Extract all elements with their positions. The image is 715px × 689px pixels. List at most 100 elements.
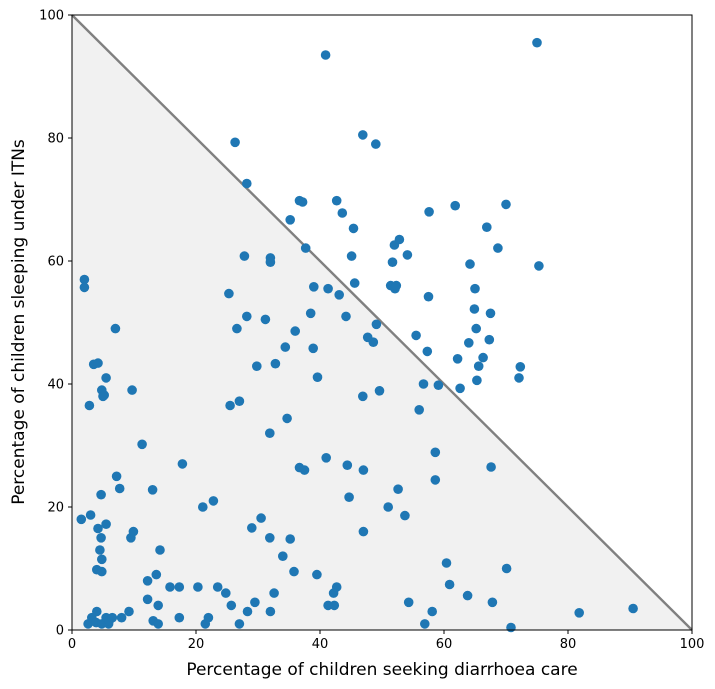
data-point: [312, 569, 322, 580]
data-point: [506, 622, 516, 633]
data-point: [128, 526, 139, 537]
data-point: [420, 619, 430, 629]
data-point: [242, 178, 252, 189]
data-point: [256, 513, 266, 523]
data-point: [337, 208, 348, 218]
data-point: [348, 223, 359, 234]
data-point: [234, 396, 245, 407]
data-point: [208, 496, 219, 506]
data-point: [124, 606, 134, 617]
data-point: [225, 400, 235, 411]
data-point: [153, 619, 163, 629]
x-tick-label: 0: [68, 637, 76, 652]
x-tick-label: 80: [560, 637, 577, 652]
plot-area: [71, 14, 693, 633]
data-point: [212, 582, 223, 592]
data-point: [383, 502, 394, 512]
data-point: [155, 545, 165, 555]
data-point: [270, 358, 281, 369]
data-point: [534, 261, 544, 271]
y-axis-label: Percentage of children sleeping under IT…: [9, 139, 29, 505]
data-point: [250, 597, 260, 608]
data-point: [418, 379, 429, 389]
data-point: [331, 582, 342, 592]
data-point: [251, 361, 262, 372]
data-point: [368, 337, 379, 348]
data-point: [464, 338, 474, 348]
data-point: [514, 373, 524, 383]
data-point: [493, 243, 503, 253]
data-point: [574, 608, 584, 618]
data-point: [101, 373, 111, 383]
x-axis-label: Percentage of children seeking diarrhoea…: [186, 660, 577, 680]
data-point: [478, 352, 488, 363]
data-point: [430, 475, 441, 485]
data-point: [265, 533, 275, 543]
data-point: [79, 274, 90, 285]
data-point: [84, 400, 95, 411]
data-point: [289, 566, 299, 577]
data-point: [334, 290, 345, 300]
data-point: [486, 462, 496, 472]
data-point: [414, 405, 425, 415]
data-point: [174, 582, 185, 592]
data-point: [290, 326, 301, 336]
y-tick-label: 80: [47, 132, 64, 147]
data-point: [501, 563, 512, 574]
data-point: [341, 311, 351, 322]
data-point: [485, 308, 496, 319]
x-tick-label: 40: [312, 637, 329, 652]
data-point: [300, 243, 311, 253]
data-point: [234, 619, 245, 629]
data-point: [501, 199, 511, 210]
data-point: [99, 390, 109, 400]
data-point: [76, 514, 87, 525]
x-tick-label: 20: [188, 637, 205, 652]
data-point: [430, 447, 441, 458]
data-point: [349, 278, 360, 288]
data-point: [107, 612, 118, 623]
data-point: [423, 291, 434, 302]
data-point: [101, 519, 111, 529]
data-point: [411, 330, 421, 341]
data-point: [371, 139, 381, 149]
data-point: [469, 304, 480, 314]
data-point: [487, 597, 498, 608]
data-point: [137, 439, 147, 450]
data-point: [462, 590, 473, 601]
data-point: [265, 428, 275, 439]
data-point: [142, 576, 153, 586]
data-point: [114, 483, 125, 494]
data-point: [441, 558, 452, 568]
x-tick-label: 60: [436, 637, 453, 652]
data-point: [95, 545, 105, 555]
data-point: [174, 612, 185, 623]
y-tick-label: 20: [47, 501, 64, 516]
data-point: [312, 372, 323, 383]
data-point: [358, 465, 369, 475]
data-point: [224, 288, 234, 299]
data-point: [278, 551, 288, 561]
data-point: [452, 354, 463, 364]
data-point: [165, 582, 175, 592]
data-point: [402, 250, 413, 260]
data-point: [482, 222, 492, 232]
data-point: [203, 612, 214, 623]
data-point: [470, 283, 480, 294]
y-tick-label: 0: [56, 624, 64, 639]
data-point: [433, 380, 444, 391]
data-point: [111, 471, 122, 482]
data-point: [151, 569, 162, 580]
data-point: [358, 130, 368, 140]
data-point: [127, 385, 137, 395]
data-point: [297, 197, 308, 207]
data-point: [97, 566, 107, 577]
data-point: [403, 597, 414, 608]
data-point: [92, 606, 102, 617]
data-point: [473, 361, 484, 372]
data-point: [230, 137, 240, 148]
data-point: [422, 346, 433, 357]
data-point: [142, 594, 153, 605]
data-point: [515, 362, 526, 372]
